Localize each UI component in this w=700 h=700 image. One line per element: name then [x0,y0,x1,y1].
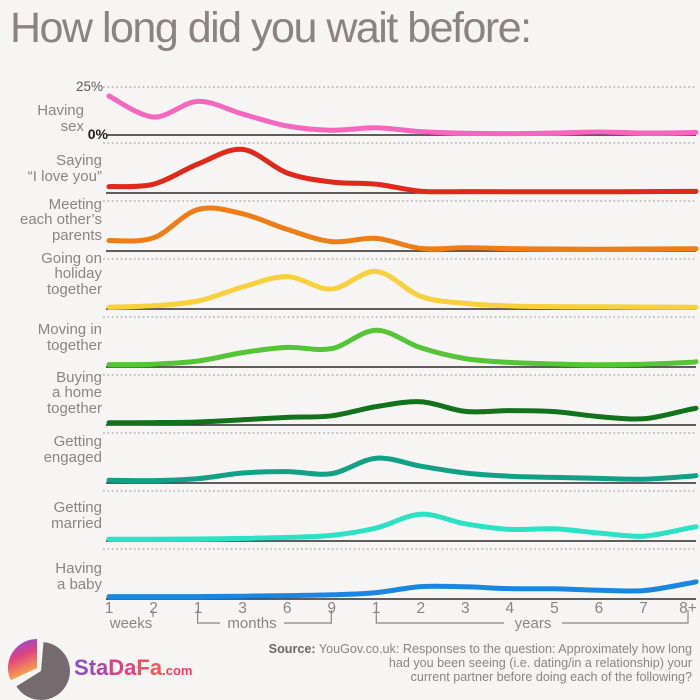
x-tick-9: 3 [460,600,470,617]
logo-pie-gradient-slice [7,638,38,681]
curve-meeting-each-other-s-parents [106,205,699,252]
row-label-5: Moving in together [37,321,102,354]
curve-getting-engaged [106,455,699,484]
page-title: How long did you wait before: [10,4,532,52]
x-tick-3: 1 [193,600,203,617]
x-tick-11: 5 [550,600,559,617]
row-label-7: Getting engaged [43,433,102,466]
row-label-2: Saying “I love you” [27,152,102,185]
logo-letter: t [88,655,97,680]
x-tick-8: 2 [416,600,426,617]
logo-letter: a [124,655,137,680]
row-label-1: Having sex [37,102,84,135]
x-tick-4: 3 [238,600,247,617]
curve-moving-in-together [106,327,699,368]
x-group-label-months: months [227,615,277,632]
x-group-label-weeks: weeks [109,615,153,632]
source-line-1: Source: YouGov.co.uk: Responses to the q… [268,642,692,656]
curve-going-on-holiday-together [106,268,699,310]
x-tick-1: 1 [104,600,114,617]
x-group-label-years: years [514,615,552,632]
source-line-3: current partner before doing each of the… [410,669,692,684]
curve-saying-i-love-you [106,146,699,195]
y-axis-25pct-label: 25% [75,79,103,94]
curve-buying-a-home-together [106,399,699,426]
y-axis-0pct-label: 0% [87,126,108,142]
x-tick-5: 6 [282,600,292,617]
curve-having-a-baby [106,579,699,600]
logo-letter: F [136,655,150,680]
x-tick-2: 2 [149,600,158,617]
stadafa-wordmark: StaDaFa.com [74,655,192,681]
x-tick-12: 6 [594,600,604,617]
months-bracket [197,610,332,624]
x-tick-10: 4 [505,600,515,617]
logo-pie-gray-slice [16,642,70,700]
row-label-8: Getting married [51,499,102,532]
logo-letter: a [96,655,109,680]
logo-suffix: .com [162,663,193,678]
x-tick-7: 1 [371,600,381,617]
logo-letter: D [108,655,125,680]
row-label-9: Having a baby [55,560,102,593]
row-label-3: Meeting each other’s parents [19,195,102,244]
curve-having-sex [106,93,699,137]
source-attribution: Source: YouGov.co.uk: Responses to the q… [222,642,692,684]
row-label-4: Going on holiday together [41,249,102,298]
logo-letter: S [74,655,89,680]
curve-getting-married [106,511,699,542]
years-bracket [375,610,689,624]
row-label-6: Buying a home together [46,368,102,417]
logo-letter: a [149,655,163,680]
x-tick-14: 8+ [679,600,697,617]
source-label: Source: [268,642,316,656]
x-tick-13: 7 [639,600,648,617]
source-line-2: had you been seeing (i.e. dating/in a re… [388,655,692,670]
x-tick-6: 9 [327,600,336,617]
